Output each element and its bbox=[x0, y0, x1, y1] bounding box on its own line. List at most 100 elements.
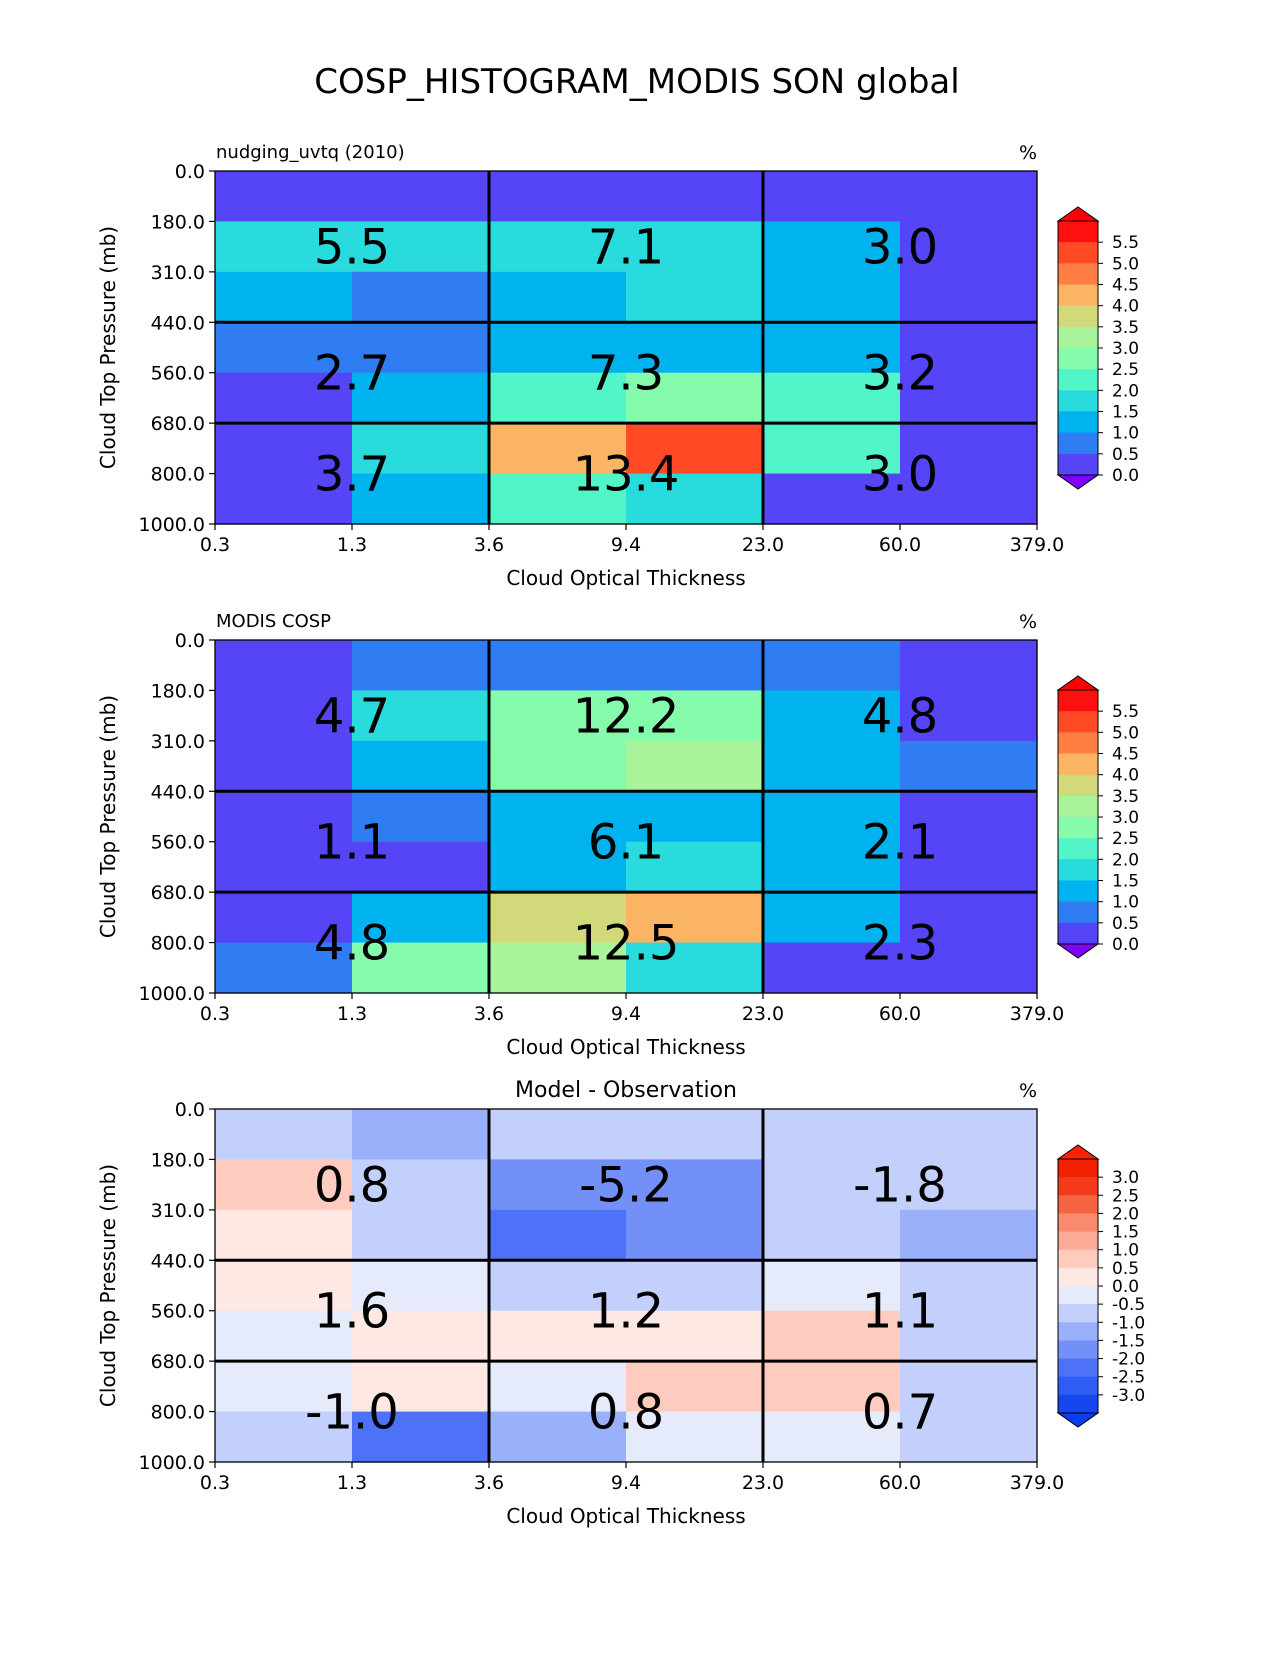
colorbar-tick-label: 0.5 bbox=[1112, 445, 1139, 465]
heatmap-cell bbox=[900, 171, 1038, 223]
y-tick-label: 0.0 bbox=[175, 161, 205, 183]
y-tick-label: 0.0 bbox=[175, 1099, 205, 1121]
colorbar-segment bbox=[1058, 221, 1098, 243]
y-tick-label: 440.0 bbox=[151, 312, 205, 334]
heatmap-cell bbox=[900, 791, 1038, 843]
colorbar-segment bbox=[1058, 1231, 1098, 1251]
colorbar-tick-label: 0.5 bbox=[1112, 1259, 1139, 1279]
x-tick-label: 3.6 bbox=[474, 1472, 504, 1494]
colorbar-tick-label: 2.0 bbox=[1112, 1204, 1139, 1224]
y-tick-label: 800.0 bbox=[151, 464, 205, 486]
heatmap-cell bbox=[215, 1209, 353, 1261]
box-value-label: 1.6 bbox=[314, 1284, 390, 1340]
colorbar-segment bbox=[1058, 326, 1098, 349]
panel-left-title: MODIS COSP bbox=[216, 611, 331, 632]
colorbar-tick-label: 1.0 bbox=[1112, 1241, 1139, 1261]
heatmap-cell bbox=[489, 221, 627, 273]
colorbar-segment bbox=[1058, 1322, 1098, 1341]
heatmap-cell bbox=[900, 322, 1038, 374]
heatmap-cell bbox=[352, 271, 490, 323]
colorbar-tick-label: 2.0 bbox=[1112, 850, 1139, 870]
colorbar-tick-label: 0.5 bbox=[1112, 914, 1139, 934]
heatmap-cell bbox=[352, 1310, 490, 1362]
heatmap-cell bbox=[900, 942, 1038, 994]
heatmap-cell bbox=[352, 171, 490, 223]
box-value-label: 7.3 bbox=[588, 346, 664, 402]
y-tick-label: 440.0 bbox=[151, 781, 205, 803]
y-tick-label: 0.0 bbox=[175, 630, 205, 652]
colorbar-tick-label: 1.0 bbox=[1112, 424, 1139, 444]
heatmap-cell bbox=[489, 372, 627, 424]
heatmap-cell bbox=[352, 1361, 490, 1413]
heatmap-cell bbox=[489, 271, 627, 323]
heatmap-cell bbox=[763, 1109, 901, 1161]
y-tick-label: 310.0 bbox=[151, 262, 205, 284]
y-tick-label: 560.0 bbox=[151, 363, 205, 385]
x-tick-label: 23.0 bbox=[742, 1472, 784, 1494]
heatmap-cell bbox=[626, 1209, 764, 1261]
y-tick-label: 680.0 bbox=[151, 882, 205, 904]
colorbar-tick-label: 1.5 bbox=[1112, 872, 1139, 892]
colorbar-segment bbox=[1058, 453, 1098, 476]
x-tick-label: 23.0 bbox=[742, 534, 784, 556]
box-value-label: 0.8 bbox=[314, 1158, 390, 1214]
colorbar-segment bbox=[1058, 284, 1098, 307]
x-tick-label: 1.3 bbox=[337, 534, 367, 556]
panel-units-label: % bbox=[1019, 142, 1037, 164]
box-value-label: 12.2 bbox=[573, 689, 680, 745]
colorbar-tick-label: -3.0 bbox=[1112, 1386, 1145, 1406]
colorbar-segment bbox=[1058, 1177, 1098, 1196]
panel-center-title: Model - Observation bbox=[515, 1078, 737, 1103]
colorbar-segment bbox=[1058, 817, 1098, 839]
x-tick-label: 23.0 bbox=[742, 1003, 784, 1025]
heatmap-cell bbox=[489, 942, 627, 994]
heatmap-cell bbox=[763, 423, 901, 475]
heatmap-cell bbox=[900, 1109, 1038, 1161]
heatmap-cell bbox=[215, 841, 353, 893]
heatmap-cell bbox=[763, 1209, 901, 1261]
y-tick-label: 800.0 bbox=[151, 933, 205, 955]
colorbar-tick-label: 3.5 bbox=[1112, 787, 1139, 807]
box-value-label: 3.0 bbox=[862, 447, 938, 503]
heatmap-cell bbox=[626, 791, 764, 843]
heatmap-cell bbox=[215, 791, 353, 843]
heatmap-cell bbox=[763, 1361, 901, 1413]
colorbar-tick-label: 2.0 bbox=[1112, 381, 1139, 401]
y-tick-label: 1000.0 bbox=[139, 1452, 205, 1474]
heatmap-cell bbox=[763, 1310, 901, 1362]
x-axis-label: Cloud Optical Thickness bbox=[506, 1504, 745, 1528]
heatmap-cell bbox=[763, 640, 901, 692]
y-tick-label: 180.0 bbox=[151, 680, 205, 702]
colorbar-segment bbox=[1058, 390, 1098, 412]
heatmap-cell bbox=[626, 473, 764, 525]
colorbar-tick-label: 5.5 bbox=[1112, 702, 1139, 722]
colorbar-segment bbox=[1058, 690, 1098, 712]
heatmap-cell bbox=[352, 221, 490, 273]
heatmap-cell bbox=[763, 892, 901, 944]
x-tick-label: 0.3 bbox=[200, 1472, 230, 1494]
colorbar-segment bbox=[1058, 1267, 1098, 1287]
heatmap-cell bbox=[215, 271, 353, 323]
heatmap-cell bbox=[352, 1109, 490, 1161]
heatmap-cell bbox=[626, 841, 764, 893]
y-tick-label: 180.0 bbox=[151, 1149, 205, 1171]
colorbar-segment bbox=[1058, 774, 1098, 797]
histogram-panel: 0.8 -5.2 -1.8 1.6 1.2 1.1 -1.0 0.8 0.7 0.3 1.3 3.6 9… bbox=[96, 1078, 1145, 1528]
colorbar-tick-label: -1.0 bbox=[1112, 1313, 1145, 1333]
colorbar-tick-label: 4.5 bbox=[1112, 276, 1139, 296]
colorbar-tick-label: 4.0 bbox=[1112, 766, 1139, 786]
colorbar-tick-label: 3.0 bbox=[1112, 339, 1139, 359]
colorbar-segment bbox=[1058, 1159, 1098, 1178]
colorbar-tick-label: 0.0 bbox=[1112, 935, 1139, 955]
colorbar-over-extension bbox=[1056, 1144, 1100, 1160]
heatmap-cell bbox=[763, 221, 901, 273]
y-tick-label: 560.0 bbox=[151, 832, 205, 854]
x-tick-label: 9.4 bbox=[611, 534, 641, 556]
heatmap-cell bbox=[215, 1159, 353, 1211]
box-value-label: 6.1 bbox=[588, 815, 664, 871]
heatmap-cell bbox=[489, 1411, 627, 1463]
box-value-label: 0.7 bbox=[862, 1385, 938, 1441]
x-tick-label: 379.0 bbox=[1010, 534, 1064, 556]
